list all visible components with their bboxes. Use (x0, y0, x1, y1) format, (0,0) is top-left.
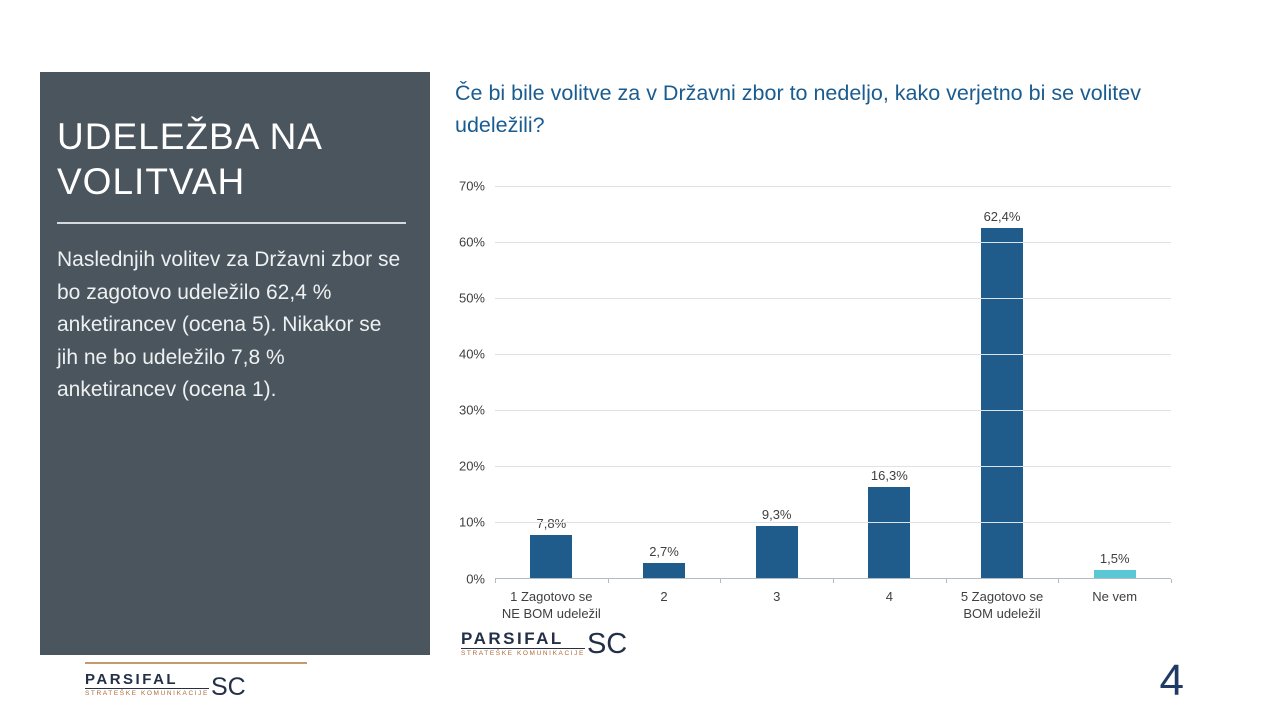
x-tick-label: 1 Zagotovo se NE BOM udeležil (501, 588, 601, 622)
parsifal-logo-footer: PARSIFAL STRATEŠKE KOMUNIKACIJE SC (85, 672, 246, 701)
x-tick-label: 4 (885, 588, 893, 604)
y-tick-label: 70% (458, 178, 485, 194)
y-tick-label: 40% (458, 346, 485, 362)
gridline (495, 522, 1171, 524)
bar-column: 7,8% (495, 186, 608, 579)
bar-column: 9,3% (720, 186, 833, 579)
gridline (495, 466, 1171, 468)
y-tick-label: 60% (458, 234, 485, 250)
bar-value-label: 16,3% (870, 468, 908, 484)
x-tick-label: 5 Zagotovo se BOM udeležil (960, 588, 1044, 622)
bar-column: 2,7% (608, 186, 721, 579)
panel-divider (57, 222, 406, 225)
y-tick-label: 10% (458, 514, 485, 530)
logo-sc: SC (586, 628, 628, 661)
x-tick-label: 3 (773, 588, 781, 604)
axis-tick (1058, 578, 1060, 583)
axis-tick (833, 578, 834, 583)
logo-subtitle: STRATEŠKE KOMUNIKACIJE (85, 690, 209, 697)
chart-section: Če bi bile volitve za v Državni zbor to … (455, 78, 1177, 676)
axis-tick (607, 578, 609, 583)
gridline (495, 354, 1171, 356)
logo-subtitle: STRATEŠKE KOMUNIKACIJE (461, 649, 585, 657)
parsifal-wordmark: PARSIFAL STRATEŠKE KOMUNIKACIJE (461, 630, 585, 657)
x-axis-line (495, 577, 1171, 579)
gridline (495, 241, 1171, 243)
bar-value-label: 62,4% (983, 209, 1021, 225)
parsifal-wordmark: PARSIFAL STRATEŠKE KOMUNIKACIJE (85, 672, 209, 697)
y-tick-label: 0% (466, 571, 485, 587)
page-number: 4 (1159, 656, 1184, 705)
bar-column: 62,4% (946, 186, 1059, 579)
axis-tick (945, 578, 947, 583)
bar-value-label: 9,3% (761, 507, 792, 523)
bar (981, 228, 1024, 579)
bar (755, 526, 798, 579)
x-tick-label: Ne vem (1092, 588, 1138, 604)
panel-body-text: Naslednjih volitev za Državni zbor se bo… (57, 248, 401, 402)
bar-column: 16,3% (833, 186, 946, 579)
chart-question: Če bi bile volitve za v Državni zbor to … (455, 81, 1141, 137)
gridline (495, 185, 1171, 187)
bar-value-label: 1,5% (1099, 551, 1130, 567)
logo-sc: SC (210, 673, 246, 701)
footer-accent-line (85, 662, 307, 664)
bar (530, 534, 573, 579)
y-tick-label: 50% (458, 290, 485, 306)
axis-tick (495, 578, 496, 583)
axis-tick (1171, 578, 1172, 583)
logo-word: PARSIFAL (461, 630, 585, 649)
bar (643, 563, 685, 579)
bar (1093, 570, 1136, 579)
axis-tick (720, 578, 722, 583)
y-axis: 0% 10% 20% 30% 40% 50% 60% 70% (455, 178, 485, 586)
sidebar-panel: UDELEŽBA NA VOLITVAH Naslednjih volitev … (40, 72, 430, 655)
parsifal-logo-chart: PARSIFAL STRATEŠKE KOMUNIKACIJE SC (461, 628, 628, 661)
x-axis-labels: 1 Zagotovo se NE BOM udeležil 2 3 4 5 Zagoto… (495, 588, 1171, 623)
gridline (495, 297, 1171, 299)
bar-value-label: 2,7% (649, 544, 679, 560)
y-tick-label: 30% (458, 402, 485, 418)
bar-column: 1,5% (1058, 186, 1171, 579)
bars-row: 7,8% 2,7% 9,3% 16,3% 62,4% 1,5% (495, 186, 1171, 579)
plot-area: 7,8% 2,7% 9,3% 16,3% 62,4% 1,5% (495, 185, 1172, 583)
bar (868, 487, 911, 579)
logo-word: PARSIFAL (85, 672, 209, 689)
x-tick-label: 2 (660, 588, 668, 604)
y-tick-label: 20% (458, 458, 485, 474)
gridline (495, 410, 1171, 412)
bar-chart: 0% 10% 20% 30% 40% 50% 60% 70% 7,8% 2,7% 9,3% 16,3… (455, 178, 1177, 676)
panel-title: UDELEŽBA NA VOLITVAH (57, 116, 321, 203)
